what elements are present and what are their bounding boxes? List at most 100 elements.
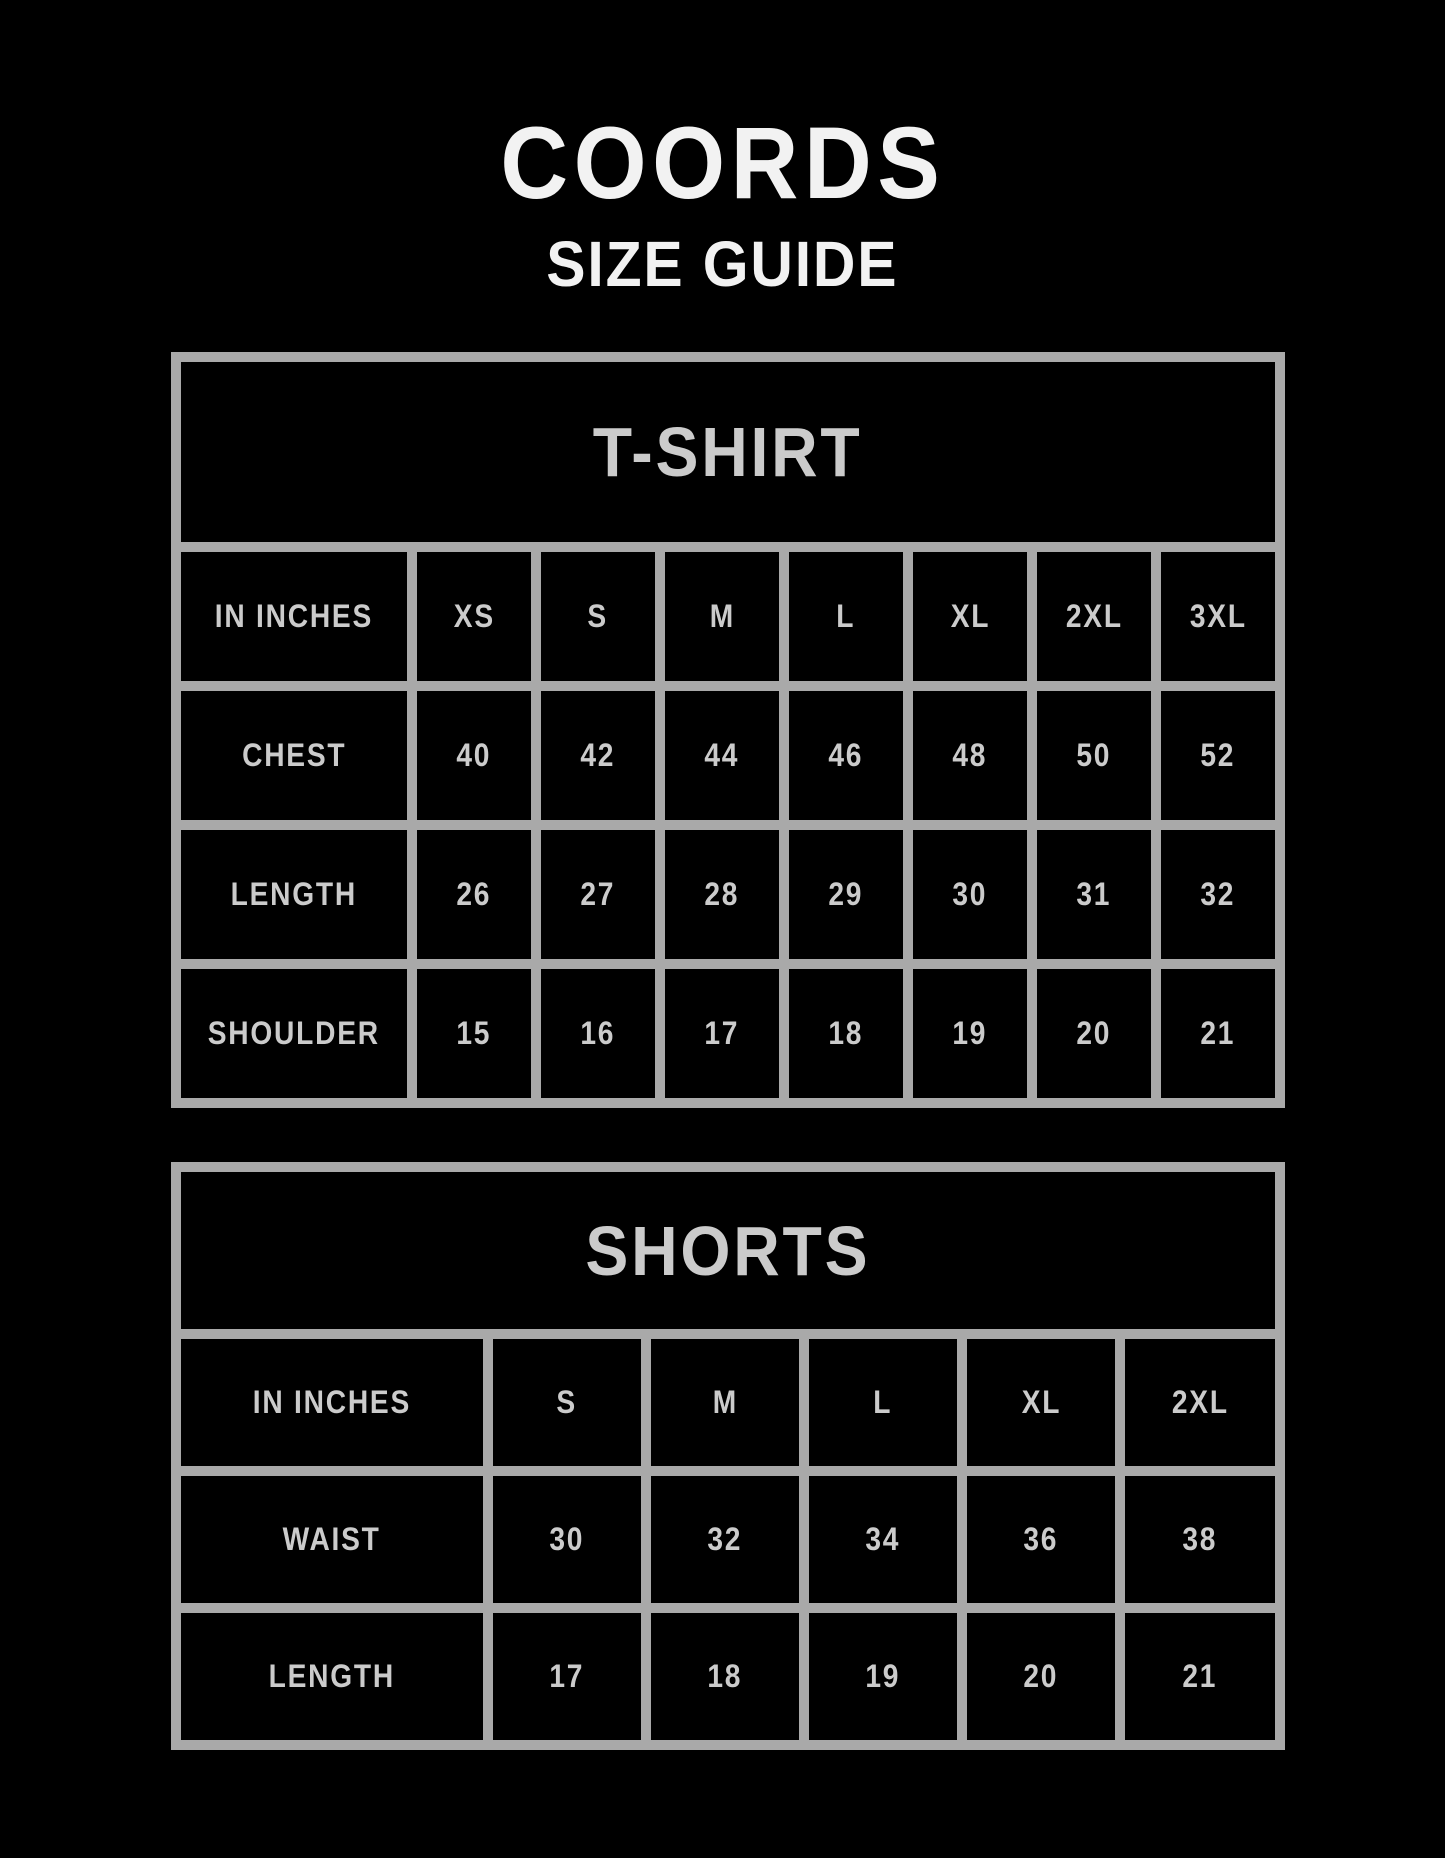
tshirt-length-value-2xl: 31 xyxy=(1027,820,1161,969)
tshirt-shoulder-value-xl: 19 xyxy=(903,959,1037,1108)
col-header-text: XL xyxy=(950,598,990,634)
shorts-waist-value-l: 34 xyxy=(799,1466,967,1613)
tshirt-col-header-s: S xyxy=(531,542,665,691)
tshirt-shoulder-value-s: 16 xyxy=(531,959,665,1108)
shorts-waist-row: WAIST 30 32 34 36 38 xyxy=(171,1466,1286,1613)
shorts-col-header-xl: XL xyxy=(957,1329,1125,1476)
tshirt-col-header-l: L xyxy=(779,542,913,691)
cell-value-text: 30 xyxy=(549,1521,585,1557)
col-header-text: 3XL xyxy=(1189,598,1247,634)
tshirt-title-row: T-SHIRT xyxy=(170,352,1286,552)
cell-value-text: 18 xyxy=(828,1015,864,1051)
cell-value-text: 21 xyxy=(1200,1015,1236,1051)
cell-value-text: 28 xyxy=(704,876,740,912)
cell-value-text: 38 xyxy=(1182,1521,1218,1557)
page-title-text: COORDS xyxy=(499,106,945,220)
tshirt-chest-value-s: 42 xyxy=(531,681,665,830)
page-subtitle-text: SIZE GUIDE xyxy=(546,228,899,300)
tshirt-length-value-s: 27 xyxy=(531,820,665,969)
cell-value-text: 17 xyxy=(549,1658,585,1694)
col-header-text: XS xyxy=(453,598,495,634)
page-subtitle: SIZE GUIDE xyxy=(0,232,1445,296)
page-title: COORDS xyxy=(0,112,1445,214)
col-header-text: S xyxy=(587,598,609,634)
tshirt-chest-value-m: 44 xyxy=(655,681,789,830)
tshirt-col-header-3xl: 3XL xyxy=(1150,542,1286,691)
tshirt-col-header-xl: XL xyxy=(903,542,1037,691)
tshirt-shoulder-value-2xl: 20 xyxy=(1027,959,1161,1108)
shorts-length-value-s: 17 xyxy=(483,1603,651,1750)
shorts-row-label-length: LENGTH xyxy=(171,1603,493,1750)
tshirt-chest-value-3xl: 52 xyxy=(1150,681,1286,830)
cell-value-text: 50 xyxy=(1076,737,1112,773)
cell-value-text: 36 xyxy=(1023,1521,1059,1557)
tshirt-length-value-xs: 26 xyxy=(407,820,541,969)
col-header-text: 2XL xyxy=(1065,598,1123,634)
row-label-text: LENGTH xyxy=(268,1658,396,1694)
col-header-text: M xyxy=(709,598,735,634)
tshirt-length-row: LENGTH 26 27 28 29 30 31 32 xyxy=(171,820,1286,969)
cell-value-text: 32 xyxy=(1200,876,1236,912)
cell-value-text: 29 xyxy=(828,876,864,912)
cell-value-text: 32 xyxy=(707,1521,743,1557)
tshirt-row-label-chest: CHEST xyxy=(171,681,417,830)
col-header-text: XL xyxy=(1021,1384,1061,1420)
shorts-col-header-2xl: 2XL xyxy=(1114,1329,1286,1476)
tshirt-shoulder-value-xs: 15 xyxy=(407,959,541,1108)
shorts-unit-label-cell: IN INCHES xyxy=(171,1329,493,1476)
tshirt-length-value-3xl: 32 xyxy=(1150,820,1286,969)
col-header-text: L xyxy=(836,598,856,634)
tshirt-length-value-xl: 30 xyxy=(903,820,1037,969)
cell-value-text: 40 xyxy=(456,737,492,773)
unit-label-text: IN INCHES xyxy=(252,1384,412,1420)
row-label-text: WAIST xyxy=(283,1521,381,1557)
tshirt-shoulder-row: SHOULDER 15 16 17 18 19 20 21 xyxy=(171,959,1286,1108)
tshirt-row-label-shoulder: SHOULDER xyxy=(171,959,417,1108)
tshirt-chest-row: CHEST 40 42 44 46 48 50 52 xyxy=(171,681,1286,830)
tshirt-col-header-m: M xyxy=(655,542,789,691)
shorts-length-value-2xl: 21 xyxy=(1114,1603,1286,1750)
shorts-col-header-m: M xyxy=(641,1329,809,1476)
cell-value-text: 19 xyxy=(865,1658,901,1694)
table-title-text: SHORTS xyxy=(585,1211,871,1290)
tshirt-chest-value-l: 46 xyxy=(779,681,913,830)
tshirt-size-table: T-SHIRT IN INCHES XS S M L XL 2XL 3XL CH… xyxy=(170,352,1286,1108)
cell-value-text: 42 xyxy=(580,737,616,773)
col-header-text: M xyxy=(712,1384,738,1420)
cell-value-text: 44 xyxy=(704,737,740,773)
tshirt-header-row: IN INCHES XS S M L XL 2XL 3XL xyxy=(171,542,1286,691)
row-label-text: LENGTH xyxy=(230,876,358,912)
shorts-table-title: SHORTS xyxy=(170,1162,1286,1339)
shorts-waist-value-s: 30 xyxy=(483,1466,651,1613)
shorts-row-label-waist: WAIST xyxy=(171,1466,493,1613)
tshirt-shoulder-value-m: 17 xyxy=(655,959,789,1108)
col-header-text: S xyxy=(556,1384,578,1420)
tshirt-chest-value-xs: 40 xyxy=(407,681,541,830)
row-label-text: SHOULDER xyxy=(207,1015,381,1051)
shorts-title-row: SHORTS xyxy=(170,1162,1286,1339)
shorts-length-value-m: 18 xyxy=(641,1603,809,1750)
shorts-size-table: SHORTS IN INCHES S M L XL 2XL WAIST 30 3… xyxy=(170,1162,1286,1750)
shorts-waist-value-2xl: 38 xyxy=(1114,1466,1286,1613)
col-header-text: L xyxy=(873,1384,893,1420)
cell-value-text: 19 xyxy=(952,1015,988,1051)
cell-value-text: 26 xyxy=(456,876,492,912)
cell-value-text: 15 xyxy=(456,1015,492,1051)
cell-value-text: 34 xyxy=(865,1521,901,1557)
tshirt-row-label-length: LENGTH xyxy=(171,820,417,969)
shorts-col-header-l: L xyxy=(799,1329,967,1476)
col-header-text: 2XL xyxy=(1171,1384,1229,1420)
tshirt-shoulder-value-3xl: 21 xyxy=(1150,959,1286,1108)
tshirt-chest-value-2xl: 50 xyxy=(1027,681,1161,830)
cell-value-text: 46 xyxy=(828,737,864,773)
cell-value-text: 16 xyxy=(580,1015,616,1051)
unit-label-text: IN INCHES xyxy=(214,598,374,634)
table-title-text: T-SHIRT xyxy=(593,413,863,491)
shorts-length-value-l: 19 xyxy=(799,1603,967,1750)
tshirt-shoulder-value-l: 18 xyxy=(779,959,913,1108)
tshirt-chest-value-xl: 48 xyxy=(903,681,1037,830)
cell-value-text: 52 xyxy=(1200,737,1236,773)
cell-value-text: 48 xyxy=(952,737,988,773)
cell-value-text: 27 xyxy=(580,876,616,912)
